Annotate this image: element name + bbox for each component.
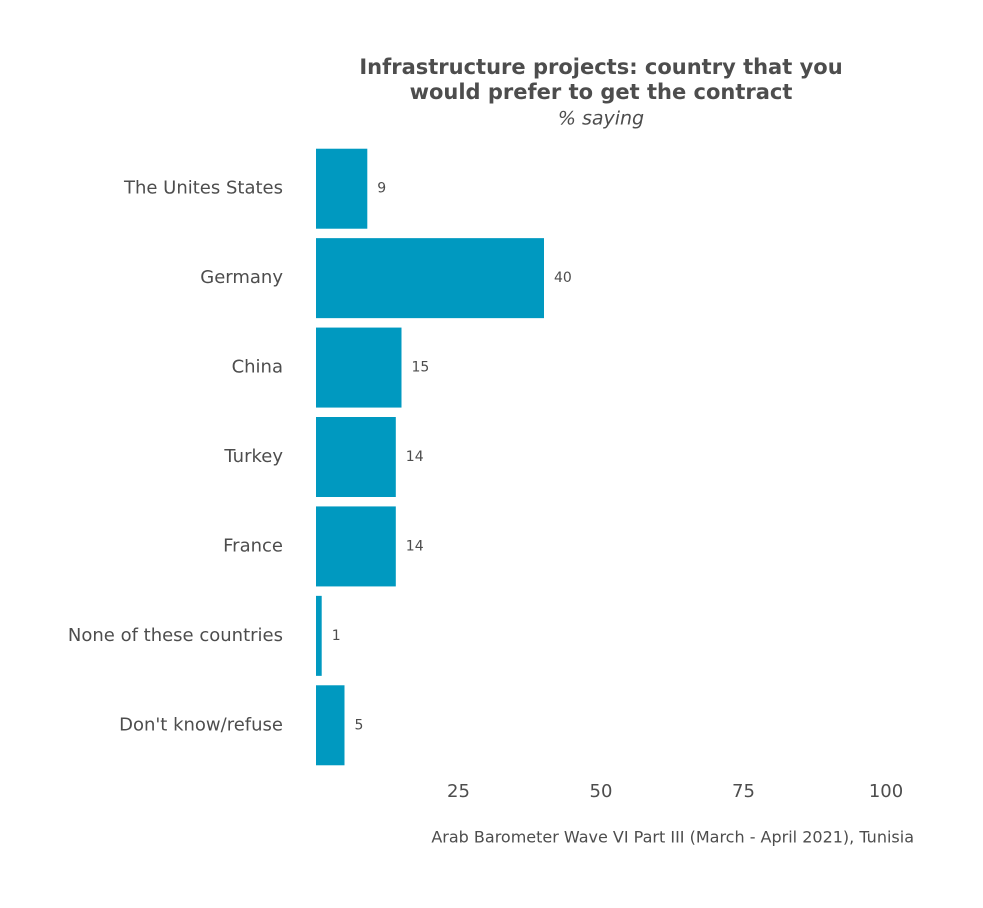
chart-subtitle: % saying	[558, 108, 644, 130]
x-tick-label: 100	[869, 781, 903, 802]
chart-title: would prefer to get the contract	[410, 80, 793, 104]
value-label: 40	[554, 270, 572, 286]
y-tick-label: Turkey	[223, 446, 283, 467]
y-tick-label: None of these countries	[68, 625, 283, 646]
caption: Arab Barometer Wave VI Part III (March -…	[431, 828, 914, 847]
value-label: 5	[355, 717, 364, 733]
value-label: 15	[412, 360, 430, 376]
x-tick-label: 25	[447, 781, 470, 802]
y-tick-label: The Unites States	[123, 178, 283, 199]
bar	[316, 238, 544, 319]
y-tick-label: France	[223, 535, 283, 556]
y-tick-label: Germany	[200, 267, 283, 288]
bar	[316, 595, 322, 676]
y-tick-label: China	[232, 357, 283, 378]
bar	[316, 685, 345, 766]
value-label: 14	[406, 449, 424, 465]
x-tick-label: 75	[732, 781, 755, 802]
y-tick-label: Don't know/refuse	[119, 714, 283, 735]
value-label: 14	[406, 538, 424, 554]
bar	[316, 148, 368, 229]
chart-title: Infrastructure projects: country that yo…	[359, 55, 842, 79]
value-label: 1	[332, 628, 341, 644]
x-tick-label: 50	[590, 781, 613, 802]
bar	[316, 327, 402, 408]
bar	[316, 506, 396, 587]
value-label: 9	[377, 181, 386, 197]
bar	[316, 417, 396, 497]
